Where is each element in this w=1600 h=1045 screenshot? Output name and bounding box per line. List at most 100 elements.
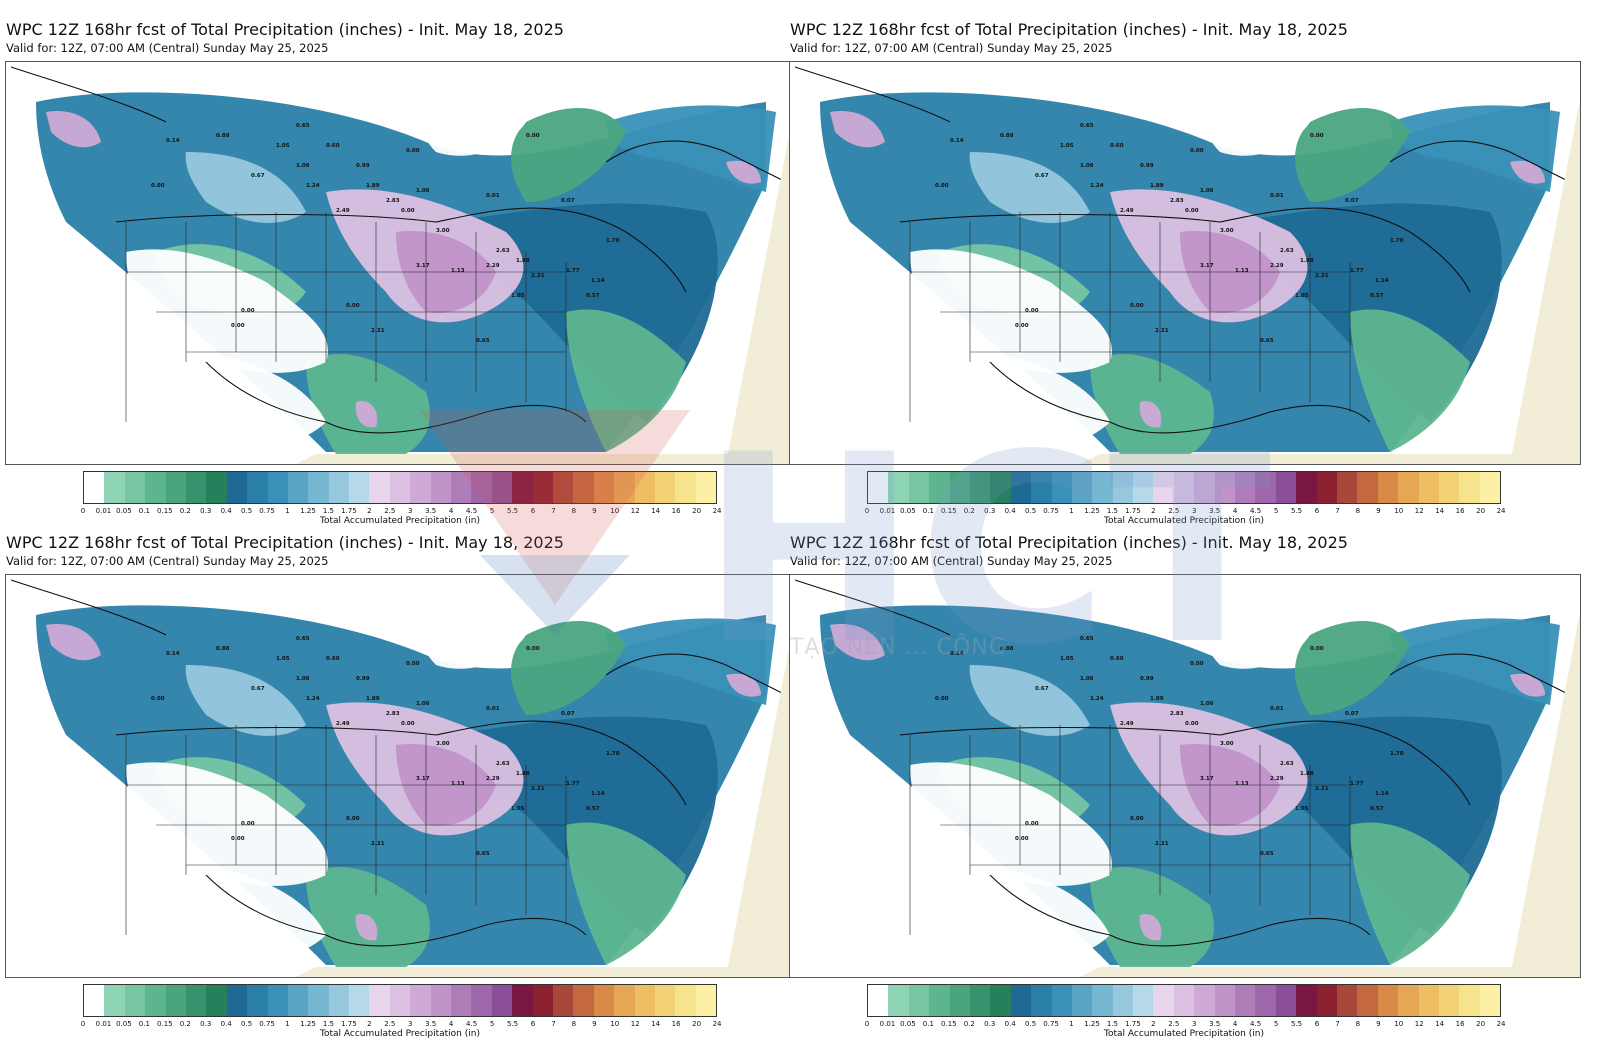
colorbar-swatch: [267, 985, 288, 1016]
precip-area: [126, 249, 328, 373]
colorbar-swatch: [552, 472, 574, 503]
colorbar-tick-label: 0.05: [116, 507, 132, 515]
precip-area: [1198, 80, 1310, 156]
colorbar-tick-label: 10: [610, 507, 620, 515]
colorbar-swatch: [349, 985, 370, 1016]
precip-value-label: 1.14: [1375, 791, 1389, 797]
colorbar-tick-label: 14: [651, 507, 661, 515]
precip-map: 0.88 0.65 1.05 0.60 0.00 0.00 1.06 0.99 1.89 2.83…: [5, 61, 797, 465]
precip-area: [355, 401, 378, 428]
colorbar-tick-label: 4.5: [1250, 507, 1262, 515]
colorbar-swatch: [512, 472, 533, 503]
country-border: [899, 720, 1471, 806]
colorbar-swatch: [675, 985, 696, 1016]
colorbar-tick-label: 8: [1355, 507, 1361, 515]
country-border: [1389, 653, 1571, 696]
colorbar-swatch: [84, 472, 105, 503]
colorbar-swatch: [1438, 985, 1460, 1016]
precip-value-label: 0.07: [1345, 711, 1359, 717]
precip-value-label: 2.29: [1270, 776, 1284, 782]
precip-area: [969, 152, 1090, 223]
precip-value-label: 3.00: [436, 741, 450, 747]
colorbar-swatch: [949, 985, 970, 1016]
colorbar-label: Total Accumulated Precipitation (in): [320, 1029, 480, 1039]
colorbar-tick-label: 5: [1273, 507, 1279, 515]
colorbar-swatch: [451, 472, 472, 503]
colorbar-tick-label: 2.5: [384, 507, 396, 515]
colorbar-swatch: [512, 985, 533, 1016]
colorbar-tick-label: 0.01: [879, 1020, 896, 1028]
colorbar-swatch: [349, 472, 370, 503]
colorbar-tick-label: 0.15: [941, 507, 957, 515]
colorbar-swatch: [1235, 985, 1256, 1016]
colorbar-swatch: [1031, 985, 1052, 1016]
colorbar-tick-label: 8: [571, 1020, 577, 1028]
colorbar-tick-label: 0.05: [116, 1020, 132, 1028]
precip-map: 0.88 0.65 1.05 0.60 0.00 0.00 1.06 0.99 1.89 2.83…: [789, 574, 1581, 978]
precip-area: [1350, 822, 1470, 965]
panel-title: WPC 12Z 168hr fcst of Total Precipitatio…: [6, 533, 564, 552]
colorbar-tick-label: 1.5: [322, 1020, 334, 1028]
colorbar-ticks: 0 0.01 0.05 0.1 0.15 0.2 0.3 0.4 0.5 0.75 1 1.25 1.5…: [80, 507, 722, 515]
colorbar-label: Total Accumulated Precipitation (in): [1104, 1029, 1264, 1039]
panel-title: WPC 12Z 168hr fcst of Total Precipitatio…: [6, 20, 564, 39]
precip-value-label: 2.21: [1315, 273, 1329, 279]
precip-value-label: 1.05: [1295, 293, 1309, 299]
colorbar-swatch: [888, 985, 909, 1016]
colorbar-tick-label: 20: [692, 1020, 702, 1028]
colorbar-swatch: [1316, 985, 1337, 1016]
colorbar-swatch: [491, 472, 513, 503]
precip-value-label: 1.06: [416, 701, 430, 707]
precip-value-label: 2.29: [486, 263, 500, 269]
colorbar-tick-label: 16: [1455, 1020, 1465, 1028]
precip-area: [910, 249, 1112, 373]
colorbar-tick-label: 0: [864, 507, 870, 515]
colorbar-tick-label: 0.15: [157, 507, 173, 515]
colorbar-swatch: [1398, 472, 1419, 503]
colorbar-tick-label: 10: [1394, 507, 1404, 515]
colorbar-tick-label: 20: [1476, 507, 1486, 515]
forecast-panel-2: WPC 12Z 168hr fcst of Total Precipitatio…: [784, 0, 1584, 526]
precip-value-label: 0.00: [1015, 836, 1029, 842]
colorbar-swatch: [532, 472, 553, 503]
colorbar-tick-label: 0.2: [179, 507, 191, 515]
precip-value-label: 0.57: [1370, 293, 1384, 299]
colorbar-swatch: [1336, 985, 1358, 1016]
colorbar-swatch: [654, 472, 676, 503]
precip-value-label: 0.67: [251, 173, 265, 179]
precip-area: [1139, 401, 1162, 428]
colorbar-swatch: [491, 985, 513, 1016]
country-border: [115, 720, 687, 806]
colorbar-swatch: [1398, 985, 1419, 1016]
colorbar-tick-label: 0.5: [241, 507, 253, 515]
precip-value-label: 0.00: [1190, 148, 1204, 154]
precip-value-label: 0.07: [1345, 198, 1359, 204]
colorbar-tick-label: 3.5: [1209, 1020, 1221, 1028]
colorbar-tick-label: 7: [1335, 507, 1340, 515]
colorbar-tick-label: 0.4: [1004, 1020, 1016, 1028]
precip-value-label: 1.13: [451, 781, 465, 787]
colorbar-tick-label: 9: [1376, 507, 1381, 515]
precip-value-label: 1.88: [516, 258, 530, 264]
colorbar-tick-label: 1.75: [341, 1020, 357, 1028]
colorbar-tick-label: 1.25: [1084, 1020, 1100, 1028]
precip-value-label: 0.88: [216, 646, 230, 652]
precip-value-label: 0.00: [401, 208, 415, 214]
precip-value-label: 0.00: [1310, 133, 1324, 139]
precip-value-label: 1.14: [1375, 278, 1389, 284]
colorbar-tick-label: 5.5: [1290, 507, 1303, 515]
colorbar-swatch: [634, 985, 655, 1016]
colorbar-tick-label: 7: [1335, 1020, 1340, 1028]
colorbar-swatch: [990, 985, 1011, 1016]
precip-value-label: 1.89: [366, 183, 380, 189]
colorbar-tick-label: 10: [1394, 1020, 1404, 1028]
colorbar-tick-label: 0.4: [220, 1020, 232, 1028]
precip-value-label: 0.00: [1130, 816, 1144, 822]
colorbar-tick-label: 12: [630, 1020, 640, 1028]
precip-value-label: 0.60: [326, 656, 340, 662]
colorbar-tick-label: 0.3: [200, 507, 212, 515]
colorbar-tick-label: 2: [1151, 507, 1156, 515]
colorbar-tick-label: 2: [1151, 1020, 1156, 1028]
colorbar-tick-label: 16: [671, 507, 681, 515]
colorbar-swatch: [1051, 472, 1072, 503]
